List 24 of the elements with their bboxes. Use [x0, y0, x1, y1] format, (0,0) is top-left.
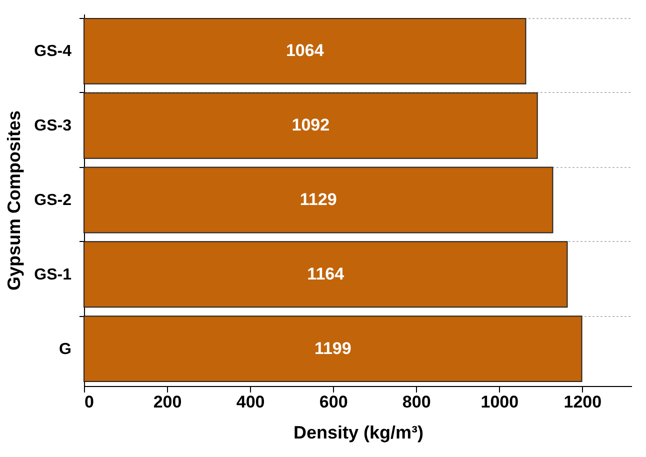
x-tick-label: 600 [319, 392, 348, 412]
x-tick-label: 1200 [564, 392, 602, 412]
bar [84, 18, 526, 84]
y-tick-label: G [59, 340, 72, 358]
bar [84, 92, 538, 159]
bar [84, 241, 568, 308]
y-tick-label: GS-3 [34, 118, 72, 135]
x-tick-label: 800 [402, 392, 431, 412]
x-tick-label: 200 [153, 392, 182, 412]
data-label: 1199 [314, 338, 352, 358]
y-axis-title: Gypsum Composites [4, 110, 24, 291]
x-axis-title: Density (kg/m³) [293, 422, 424, 442]
y-tick-label: GS-4 [34, 43, 72, 60]
data-label: 1064 [286, 41, 324, 60]
bar [84, 316, 582, 382]
y-tick-label: GS-1 [34, 266, 72, 284]
y-tick-label: GS-2 [34, 192, 72, 209]
bar [84, 166, 554, 234]
data-label: 1164 [307, 264, 345, 284]
data-label: 1129 [300, 190, 337, 209]
data-label: 1092 [292, 116, 330, 135]
x-tick-label: 400 [236, 392, 265, 412]
x-tick-label: 1000 [480, 392, 519, 412]
x-tick-label: 0 [84, 392, 94, 412]
